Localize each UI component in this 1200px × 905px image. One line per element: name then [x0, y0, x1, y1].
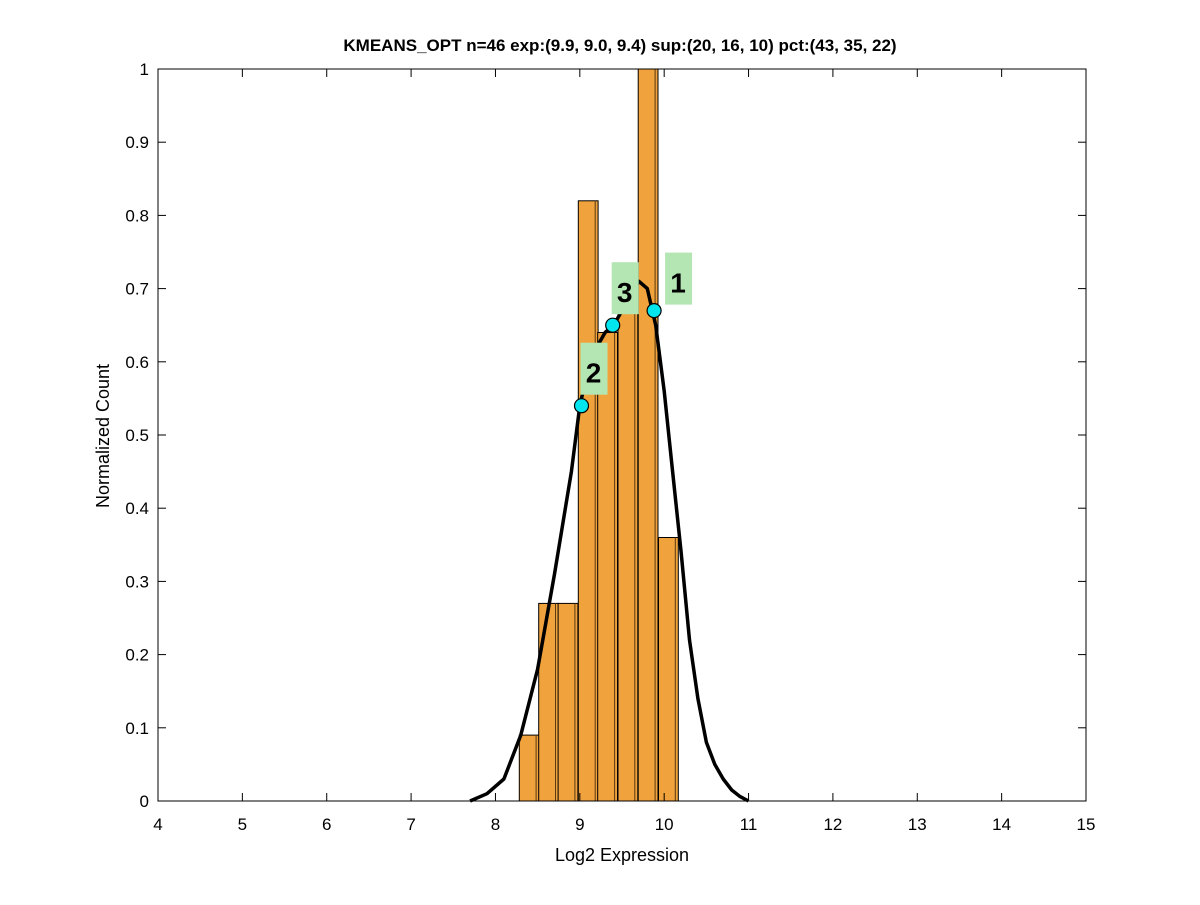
cluster-marker [646, 303, 662, 319]
y-tick-label: 0.8 [125, 206, 149, 225]
x-tick-label: 9 [575, 815, 584, 834]
y-tick-label: 0.6 [125, 353, 149, 372]
cluster-marker [573, 398, 590, 414]
bars-layer [518, 68, 679, 802]
y-tick-label: 1 [140, 60, 149, 79]
marker-label: 1 [670, 268, 686, 299]
x-tick-label: 10 [655, 815, 674, 834]
x-tick-label: 15 [1077, 815, 1096, 834]
y-tick-label: 0.2 [125, 646, 149, 665]
y-tick-label: 0.5 [125, 426, 149, 445]
y-axis: 0 0.1 0.2 0.3 0.4 0.5 0.6 0.7 0.8 0.9 1 [125, 60, 1086, 811]
x-axis: 4 5 6 7 8 9 10 11 12 13 14 15 [153, 69, 1095, 834]
x-tick-label: 14 [992, 815, 1011, 834]
x-axis-label: Log2 Expression [555, 845, 689, 865]
markers-layer: 1 2 3 [573, 252, 693, 414]
x-tick-label: 11 [740, 815, 758, 834]
marker-label: 2 [586, 358, 602, 389]
x-tick-label: 4 [153, 815, 162, 834]
y-tick-label: 0.1 [125, 719, 149, 738]
x-tick-label: 5 [238, 815, 247, 834]
y-tick-label: 0.4 [125, 499, 149, 518]
x-tick-label: 6 [322, 815, 331, 834]
y-axis-label: Normalized Count [93, 364, 113, 508]
y-tick-label: 0 [140, 792, 149, 811]
chart-title: KMEANS_OPT n=46 exp:(9.9, 9.0, 9.4) sup:… [343, 36, 896, 55]
marker-label: 3 [617, 277, 633, 308]
x-tick-label: 13 [908, 815, 927, 834]
marker-label-bg [611, 262, 639, 315]
x-tick-label: 7 [406, 815, 415, 834]
cluster-marker [605, 317, 621, 333]
marker-label-bg [665, 252, 693, 305]
y-tick-label: 0.7 [125, 280, 149, 299]
x-tick-label: 12 [823, 815, 842, 834]
y-tick-label: 0.3 [125, 572, 149, 591]
y-tick-label: 0.9 [125, 133, 149, 152]
x-tick-label: 8 [491, 815, 500, 834]
marker-label-bg [580, 342, 608, 395]
